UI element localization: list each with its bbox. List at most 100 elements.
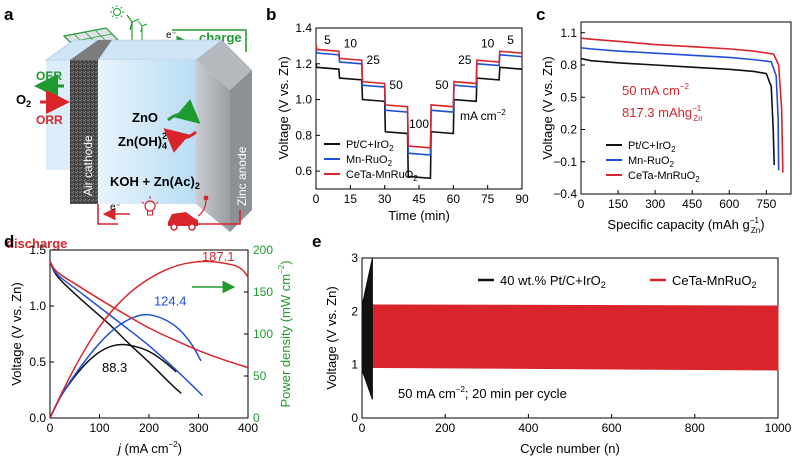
zinc-anode-label: Zinc anode: [235, 146, 249, 206]
x-tick-label: 300: [188, 421, 208, 435]
y-tick-label: 0.8: [295, 128, 312, 142]
y-tick-label: 0.5: [560, 90, 577, 104]
x-axis-label-c: Specific capacity (mAh g−1 Zn): [607, 216, 764, 235]
series-line: [315, 43, 523, 149]
x-tick-label: 0: [313, 192, 320, 206]
x-tick-label: 75: [481, 192, 495, 206]
panel-c-capacity-chart: c 0 150 300 450 600 750 −0.4 −0.1 0.2 0.5 0.8 1.1 S…: [536, 5, 792, 235]
x-tick-label: 600: [719, 197, 739, 211]
wind-turbine-icon: [126, 14, 148, 40]
y2-tick-label: 150: [253, 285, 273, 299]
rate-label: 5: [324, 33, 331, 47]
panel-e-cycling-chart: e 0 200 400 600 800 1000 0 1 2 3 Cycle number (n)…: [312, 232, 792, 456]
rate-labels-b: 5 10 25 50 100 50 25 10 5: [324, 33, 514, 131]
o2-label: O2: [16, 92, 31, 109]
x-tick-label: 400: [518, 421, 538, 435]
series-line: [49, 313, 202, 419]
x-tick-label: 450: [682, 197, 702, 211]
y2-axis-label-d: Power density (mW cm−2): [277, 260, 293, 407]
x-tick-label: 200: [139, 421, 159, 435]
panel-a-label: a: [4, 5, 14, 24]
series-line: [49, 343, 177, 419]
x-tick-label: 750: [756, 197, 776, 211]
x-tick-label: 300: [645, 197, 665, 211]
legend-entry: Pt/C+IrO2: [346, 139, 394, 153]
discharge-label: discharge: [6, 236, 67, 251]
series-line: [580, 57, 775, 165]
x-tick-label: 60: [447, 192, 461, 206]
legend-entry: CeTa-MnRuO2: [346, 169, 418, 183]
zinc-anode-top: [196, 40, 252, 90]
y-tick-label: 0.8: [560, 58, 577, 72]
sun-icon: [110, 5, 124, 19]
y-tick-label: 1.2: [295, 57, 312, 71]
air-cathode-label: Air cathode: [81, 135, 95, 196]
rate-label: 10: [481, 37, 495, 51]
peak-power-label: 124.4: [154, 293, 187, 308]
annotation-c-rate: 50 mA cm−2: [622, 82, 689, 98]
y-tick-label: 0.5: [29, 355, 46, 369]
series-line: [580, 37, 784, 173]
x-axis-label-d: j (mA cm−2): [116, 440, 182, 456]
electric-car-icon: [168, 195, 209, 231]
series-d: [49, 260, 249, 419]
series-line: [580, 47, 780, 171]
series-e: [361, 257, 779, 400]
y2-tick-label: 100: [253, 327, 273, 341]
y-tick-label: 3: [351, 251, 358, 265]
x-tick-label: 1000: [765, 421, 792, 435]
rate-label: 25: [458, 53, 472, 67]
x-tick-label: 150: [608, 197, 628, 211]
rate-label: 10: [344, 37, 358, 51]
zinc-anode-side: [230, 70, 252, 232]
x-tick-label: 200: [435, 421, 455, 435]
series-line: [49, 260, 249, 419]
x-tick-label: 400: [238, 421, 258, 435]
panel-a-schematic: a e⁻ charge: [4, 5, 252, 251]
zno-label: ZnO: [132, 110, 158, 125]
x-tick-label: 45: [412, 192, 426, 206]
y-axis-label-c: Voltage (V vs. Zn): [540, 56, 555, 159]
y2-tick-label: 0: [253, 411, 260, 425]
series-b: [315, 43, 523, 180]
y-tick-label: 0: [351, 411, 358, 425]
panel-e-label: e: [312, 232, 321, 251]
x-tick-label: 0: [578, 197, 585, 211]
y-tick-label: −0.4: [553, 187, 577, 201]
legend-e: 40 wt.% Pt/C+IrO2 CeTa-MnRuO2: [478, 273, 756, 290]
panel-c-label: c: [536, 5, 545, 24]
series-line: [49, 260, 203, 397]
cycling-band-ceta: [361, 304, 779, 371]
annotation-e: 50 mA cm−2; 20 min per cycle: [398, 385, 567, 401]
axes-e: 0 200 400 600 800 1000 0 1 2 3: [351, 251, 791, 435]
x-tick-label: 100: [89, 421, 109, 435]
plot-frame-d: [49, 249, 249, 419]
zinc-anode-slab: [196, 60, 230, 232]
x-tick-label: 30: [378, 192, 392, 206]
peak-labels-d: 88.3 124.4 187.1: [102, 249, 235, 375]
panel-b-label: b: [266, 5, 276, 24]
y-tick-label: 2: [351, 304, 358, 318]
y-tick-label: 0.6: [295, 164, 312, 178]
cell-top-face: [45, 39, 223, 61]
axes-c: 0 150 300 450 600 750 −0.4 −0.1 0.2 0.5 0.8 1.1: [553, 26, 776, 211]
y2-tick-label: 200: [253, 243, 273, 257]
electrolyte-label: KOH + Zn(Ac)2: [110, 174, 200, 191]
rate-label: 25: [367, 53, 381, 67]
legend-entry: CeTa-MnRuO2: [672, 273, 756, 290]
y-tick-label: 1.4: [295, 21, 312, 35]
panel-b-rate-chart: b 0 15 30 45 60 75 90 0.6 0.8 1.0 1.2 1.4 5 10 25 50 10…: [266, 5, 529, 223]
y-tick-label: 1.5: [29, 243, 46, 257]
y-tick-label: 1: [351, 358, 358, 372]
zincate-label: Zn(OH)42−: [118, 131, 172, 151]
x-tick-label: 600: [602, 421, 622, 435]
rate-label: 50: [389, 78, 403, 92]
y-tick-label: 1.0: [295, 93, 312, 107]
x-tick-label: 15: [344, 192, 358, 206]
rate-label: 50: [435, 78, 449, 92]
air-cathode-top: [70, 40, 112, 60]
electron-label-top: e⁻: [166, 30, 177, 41]
y-tick-label: 0.2: [560, 123, 577, 137]
